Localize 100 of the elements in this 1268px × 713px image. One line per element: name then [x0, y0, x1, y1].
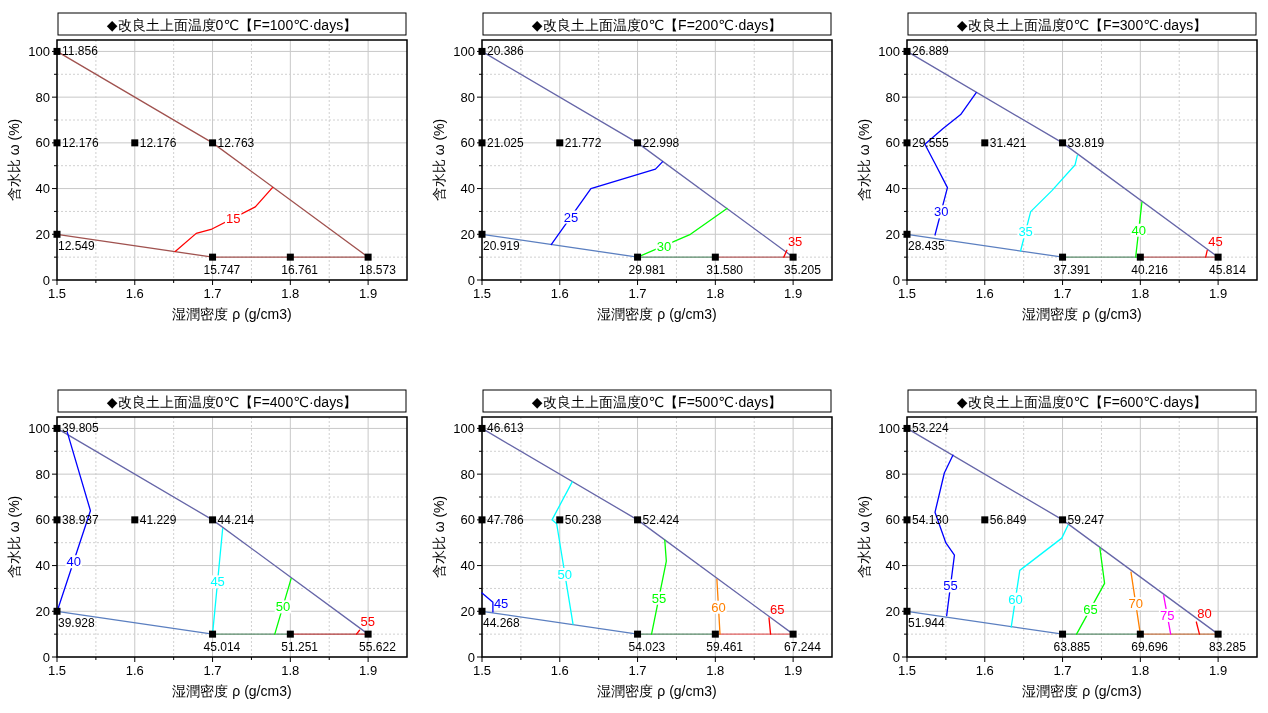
- y-tick-label: 60: [35, 512, 50, 528]
- y-axis-title: 含水比 ω (%): [856, 495, 872, 579]
- annotation: 55.622: [359, 640, 397, 655]
- x-tick-label: 1.9: [784, 663, 803, 678]
- annotation: 15.747: [203, 263, 241, 278]
- y-tick-label: 80: [35, 466, 50, 482]
- annotation: 18.573: [359, 263, 397, 278]
- x-tick-label: 1.7: [628, 663, 647, 678]
- y-axis-title: 含水比 ω (%): [431, 118, 447, 202]
- annotation: 20.919: [483, 239, 521, 254]
- annotation: 47.786: [487, 512, 525, 527]
- chart-title: ◆改良土上面温度0℃【F=300℃·days】: [956, 16, 1208, 33]
- y-tick-label: 100: [878, 420, 900, 436]
- series-label: 65: [1083, 601, 1098, 617]
- annotation: 83.285: [1209, 640, 1247, 655]
- x-tick-label: 1.7: [203, 286, 222, 301]
- y-tick-label: 40: [35, 558, 50, 574]
- series-label: 55: [943, 578, 958, 594]
- annotation: 59.461: [706, 640, 744, 655]
- annotation: 29.981: [628, 263, 666, 278]
- y-tick-label: 40: [885, 181, 900, 197]
- annotation: 45.014: [203, 640, 241, 655]
- series-label: 60: [711, 599, 726, 615]
- annotation: 31.421: [989, 135, 1027, 150]
- x-tick-label: 1.5: [472, 663, 492, 678]
- y-tick-label: 60: [460, 512, 475, 528]
- x-axis-title: 湿潤密度 ρ (g/cm3): [597, 683, 717, 699]
- y-tick-label: 100: [28, 420, 50, 436]
- annotation: 59.247: [1067, 512, 1105, 527]
- x-tick-label: 1.8: [281, 663, 300, 678]
- series-label: 65: [770, 601, 785, 617]
- series-label: 70: [1128, 596, 1143, 612]
- y-tick-label: 100: [453, 420, 475, 436]
- annotation: 12.549: [58, 239, 96, 254]
- x-tick-label: 1.5: [47, 286, 67, 301]
- x-tick-label: 1.8: [1131, 663, 1150, 678]
- annotation: 40.216: [1131, 263, 1169, 278]
- y-tick-label: 40: [460, 181, 475, 197]
- x-tick-label: 1.5: [472, 286, 492, 301]
- y-tick-label: 80: [885, 466, 900, 482]
- series-label: 35: [1018, 224, 1033, 240]
- annotation: 11.856: [62, 44, 99, 59]
- chart-title: ◆改良土上面温度0℃【F=200℃·days】: [531, 16, 783, 33]
- annotation: 51.944: [908, 616, 946, 631]
- y-tick-label: 20: [460, 603, 475, 619]
- series-label: 75: [1159, 607, 1175, 623]
- y-tick-label: 80: [35, 89, 50, 105]
- chart-title: ◆改良土上面温度0℃【F=500℃·days】: [531, 393, 783, 410]
- series-label: 50: [275, 599, 291, 615]
- series-label: 40: [1131, 222, 1147, 238]
- y-tick-label: 40: [460, 558, 475, 574]
- x-tick-label: 1.5: [47, 663, 67, 678]
- y-tick-label: 0: [467, 272, 475, 288]
- annotation: 28.435: [908, 239, 946, 254]
- chart-title: ◆改良土上面温度0℃【F=100℃·days】: [106, 16, 358, 33]
- x-tick-label: 1.5: [897, 663, 917, 678]
- x-tick-label: 1.9: [359, 286, 378, 301]
- series-label: 55: [651, 590, 667, 606]
- annotation: 56.849: [989, 512, 1027, 527]
- annotation: 35.205: [784, 263, 822, 278]
- annotation: 20.386: [487, 44, 525, 59]
- annotation: 44.268: [483, 616, 521, 631]
- annotation: 39.805: [62, 421, 100, 436]
- x-tick-label: 1.6: [550, 663, 569, 678]
- series-label: 30: [656, 238, 672, 254]
- y-tick-label: 80: [885, 89, 900, 105]
- y-tick-label: 80: [460, 89, 475, 105]
- x-tick-label: 1.8: [1131, 286, 1150, 301]
- annotation: 67.244: [784, 640, 822, 655]
- y-tick-label: 20: [885, 226, 900, 242]
- x-tick-label: 1.8: [706, 663, 725, 678]
- series-label: 60: [1008, 591, 1023, 607]
- x-tick-label: 1.5: [897, 286, 917, 301]
- x-tick-label: 1.6: [975, 663, 994, 678]
- x-tick-label: 1.7: [1053, 286, 1072, 301]
- x-axis-title: 湿潤密度 ρ (g/cm3): [1022, 683, 1142, 699]
- y-tick-label: 60: [885, 135, 900, 151]
- x-tick-label: 1.9: [1209, 286, 1228, 301]
- annotation: 53.224: [912, 421, 950, 436]
- series-label: 45: [493, 595, 509, 611]
- annotation: 51.251: [281, 640, 319, 655]
- x-tick-label: 1.6: [975, 286, 994, 301]
- annotation: 21.025: [487, 135, 525, 150]
- x-tick-label: 1.9: [784, 286, 803, 301]
- y-tick-label: 0: [892, 649, 900, 665]
- y-tick-label: 20: [885, 603, 900, 619]
- x-tick-label: 1.8: [706, 286, 725, 301]
- y-tick-label: 0: [892, 272, 900, 288]
- x-tick-label: 1.6: [550, 286, 569, 301]
- annotation: 12.176: [62, 135, 100, 150]
- series-label: 50: [557, 566, 573, 582]
- y-tick-label: 60: [460, 135, 475, 151]
- annotation: 69.696: [1131, 640, 1169, 655]
- y-axis-title: 含水比 ω (%): [6, 495, 22, 579]
- x-axis-title: 湿潤密度 ρ (g/cm3): [172, 683, 292, 699]
- y-axis-title: 含水比 ω (%): [431, 495, 447, 579]
- series-label: 45: [1208, 234, 1223, 250]
- annotation: 12.176: [139, 135, 177, 150]
- y-axis-title: 含水比 ω (%): [856, 118, 872, 202]
- y-tick-label: 0: [42, 649, 50, 665]
